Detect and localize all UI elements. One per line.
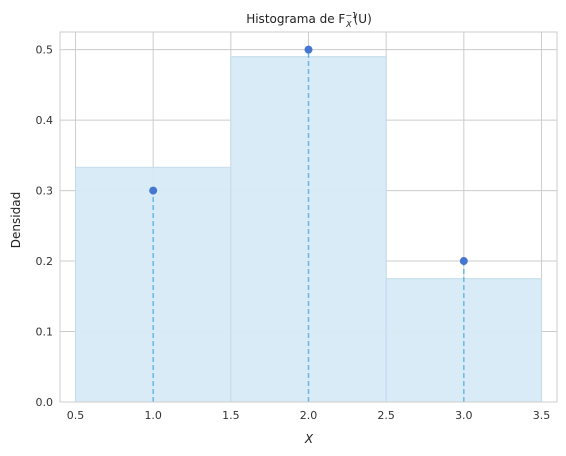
y-tick-label: 0.1 — [36, 326, 54, 339]
x-axis-label: X — [304, 432, 314, 446]
x-tick-label: 3.0 — [455, 409, 473, 422]
x-tick-label: 2.0 — [300, 409, 318, 422]
chart-title: Histograma de F−1 X (U) — [246, 11, 372, 29]
x-tick-label: 3.5 — [533, 409, 551, 422]
x-tick-label: 1.0 — [144, 409, 162, 422]
y-tick-label: 0.5 — [36, 44, 54, 57]
pmf-point — [304, 45, 313, 54]
x-tick-label: 2.5 — [377, 409, 395, 422]
x-tick-label: 1.5 — [222, 409, 240, 422]
y-tick-label: 0.3 — [36, 185, 54, 198]
plot-frame — [59, 31, 558, 403]
pmf-point — [459, 257, 468, 266]
pmf-point — [149, 186, 158, 195]
x-tick-label: 0.5 — [67, 409, 85, 422]
y-tick-label: 0.2 — [36, 255, 54, 268]
pmf-stems — [152, 49, 465, 402]
y-tick-label: 0.4 — [36, 114, 54, 127]
pmf-points — [149, 45, 468, 266]
y-tick-labels: 0.0 0.1 0.2 0.3 0.4 0.5 — [36, 44, 54, 409]
y-tick-label: 0.0 — [36, 396, 54, 409]
x-tick-labels: 0.5 1.0 1.5 2.0 2.5 3.0 3.5 — [67, 409, 550, 422]
histogram-bars — [75, 56, 542, 403]
y-axis-label: Densidad — [9, 192, 23, 248]
